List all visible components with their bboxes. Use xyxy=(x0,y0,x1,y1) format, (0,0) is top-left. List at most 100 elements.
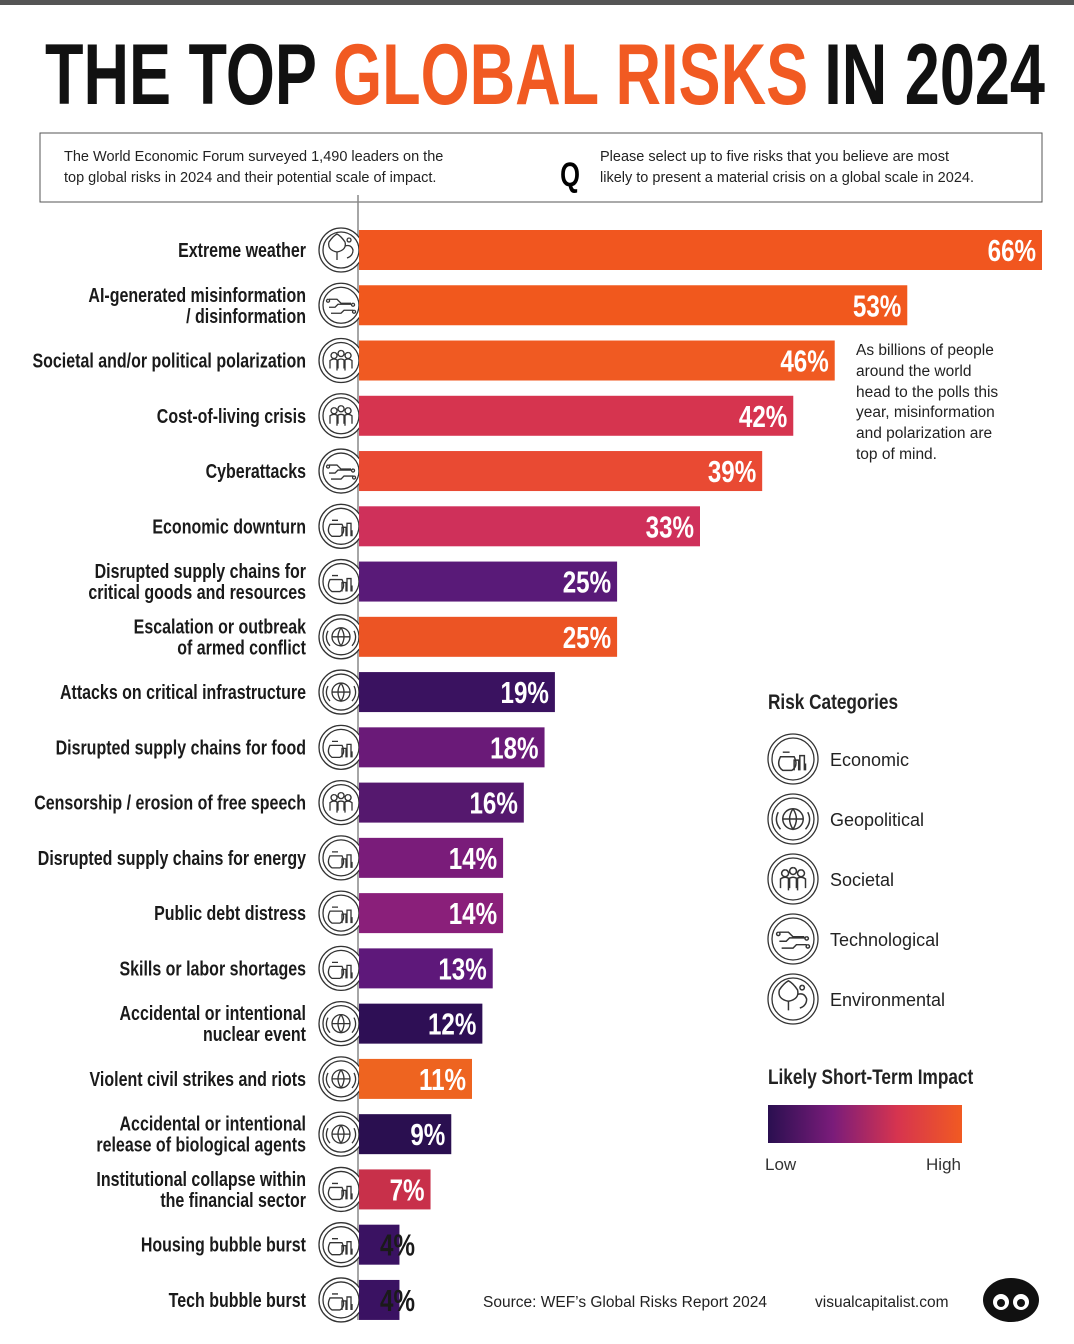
bar xyxy=(359,1114,452,1155)
value-label-group: 12% xyxy=(428,1007,476,1042)
value-label-group: 14% xyxy=(449,841,497,876)
bar xyxy=(359,1003,483,1044)
category-label: Escalation or outbreak of armed conflict xyxy=(134,614,307,658)
icon-glyph xyxy=(325,298,357,314)
category-label: Extreme weather xyxy=(178,238,306,261)
category-label-group: Societal and/or political polarization xyxy=(32,349,306,372)
bar xyxy=(359,893,504,934)
legend-label: Environmental xyxy=(830,990,945,1010)
bar xyxy=(359,451,763,492)
bar xyxy=(359,948,493,989)
legend-label: Technological xyxy=(830,930,939,950)
value-label-group: 33% xyxy=(646,509,694,544)
annotation: As billions of people around the world h… xyxy=(856,342,999,463)
value-label: 19% xyxy=(501,675,549,710)
category-icon xyxy=(318,558,364,605)
value-label: 4% xyxy=(380,1283,415,1318)
category-icon xyxy=(318,835,364,881)
category-label-group: Economic downturn xyxy=(152,514,306,537)
category-label: Accidental or intentional nuclear event xyxy=(120,1001,306,1045)
category-label-group: Accidental or intentional release of biol… xyxy=(96,1112,306,1156)
icon-ring-inner xyxy=(771,737,815,781)
value-label: 7% xyxy=(390,1173,425,1208)
value-label-group: 66% xyxy=(988,233,1036,268)
category-label-group: Housing bubble burst xyxy=(141,1233,306,1256)
bar xyxy=(359,837,504,878)
icon-ring xyxy=(318,282,364,328)
credit: visualcapitalist.com xyxy=(815,1294,949,1311)
value-label: 25% xyxy=(563,620,611,655)
icon-ring xyxy=(318,945,364,992)
icon-ring-inner xyxy=(771,917,815,961)
category-icon xyxy=(318,1056,364,1102)
category-label-group: Censorship / erosion of free speech xyxy=(34,791,306,814)
bar xyxy=(359,561,618,602)
value-label-group: 7% xyxy=(390,1173,425,1208)
icon-ring xyxy=(767,913,819,965)
category-label: Disrupted supply chains for food xyxy=(56,735,306,758)
value-label: 13% xyxy=(438,952,486,987)
bar xyxy=(359,230,1042,270)
bar xyxy=(359,1058,472,1099)
icon-glyph xyxy=(341,577,353,592)
category-icon xyxy=(318,1000,364,1047)
category-icon xyxy=(318,945,364,992)
category-label: Cost-of-living crisis xyxy=(157,404,306,427)
value-label-group: 18% xyxy=(490,730,538,765)
category-icon xyxy=(767,733,819,785)
category-label: Cyberattacks xyxy=(206,459,306,482)
category-label-group: Disrupted supply chains for food xyxy=(56,735,306,758)
category-label-group: Accidental or intentional nuclear event xyxy=(120,1001,306,1045)
bar xyxy=(359,340,835,381)
icon-ring xyxy=(767,733,819,785)
value-label-group: 9% xyxy=(410,1117,445,1152)
category-icon xyxy=(318,503,364,549)
legend-label: Geopolitical xyxy=(830,810,924,830)
category-label-group: Disrupted supply chains for energy xyxy=(38,846,307,869)
category-label-group: AI-generated misinformation / disinformat… xyxy=(88,283,306,327)
value-label: 46% xyxy=(780,344,828,379)
category-label: Censorship / erosion of free speech xyxy=(34,791,306,814)
icon-glyph xyxy=(341,964,353,979)
value-label: 25% xyxy=(563,565,611,600)
title-part: IN 2024 xyxy=(824,27,1045,123)
title-part: THE TOP xyxy=(45,27,317,123)
icon-glyph xyxy=(329,413,353,426)
bar xyxy=(359,672,555,713)
icon-glyph xyxy=(329,358,353,371)
chart-title: THE TOPGLOBAL RISKSIN 2024 xyxy=(45,27,1045,123)
icon-glyph xyxy=(793,754,807,771)
icon-glyph xyxy=(331,1013,351,1034)
bar xyxy=(359,1169,431,1210)
bar xyxy=(359,1224,400,1265)
icon-ring xyxy=(318,724,364,770)
icon-ring xyxy=(318,503,364,549)
impact-legend-title: Likely Short-Term Impact xyxy=(768,1067,974,1090)
category-icon xyxy=(767,793,819,845)
category-label-group: Cyberattacks xyxy=(206,459,306,482)
impact-high: High xyxy=(926,1155,961,1174)
icon-glyph xyxy=(782,808,804,831)
category-label: Skills or labor shortages xyxy=(119,956,306,979)
icon-glyph xyxy=(778,979,808,1011)
category-icon xyxy=(318,282,364,328)
category-label-group: Cost-of-living crisis xyxy=(157,404,306,427)
category-icon xyxy=(767,913,819,965)
category-label-group: Escalation or outbreak of armed conflict xyxy=(134,614,307,658)
icon-ring xyxy=(318,779,364,826)
value-label-group: 16% xyxy=(469,786,517,821)
icon-glyph xyxy=(329,800,353,813)
category-label-group: Tech bubble burst xyxy=(169,1288,306,1311)
icon-ring xyxy=(318,337,364,384)
category-icon xyxy=(318,448,364,494)
impact-low: Low xyxy=(765,1155,797,1174)
category-icon xyxy=(318,393,364,439)
value-label-group: 46% xyxy=(780,344,828,379)
category-icon xyxy=(318,669,364,715)
value-label: 9% xyxy=(410,1117,445,1152)
value-label: 66% xyxy=(988,233,1036,268)
value-label-group: 19% xyxy=(501,675,549,710)
legend-label: Economic xyxy=(830,750,909,770)
icon-glyph xyxy=(341,743,353,758)
icon-ring xyxy=(318,448,364,494)
